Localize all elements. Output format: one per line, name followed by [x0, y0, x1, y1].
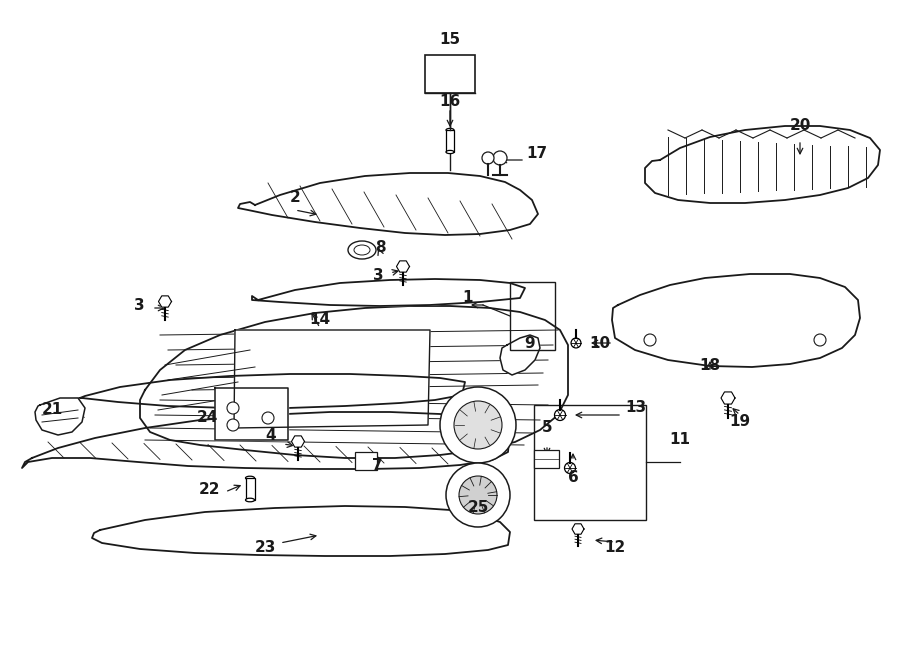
Polygon shape: [92, 506, 510, 556]
Bar: [510, 282, 555, 350]
Circle shape: [454, 401, 502, 449]
Text: 18: 18: [699, 358, 721, 373]
Text: 21: 21: [41, 403, 63, 418]
Text: 7: 7: [372, 457, 382, 473]
Circle shape: [446, 463, 510, 527]
Polygon shape: [55, 374, 465, 408]
Text: 23: 23: [255, 541, 275, 555]
Circle shape: [459, 476, 497, 514]
Text: 25: 25: [467, 500, 489, 516]
Text: 11: 11: [670, 432, 690, 447]
Text: 16: 16: [439, 95, 461, 110]
Polygon shape: [234, 330, 430, 428]
Circle shape: [644, 334, 656, 346]
Ellipse shape: [446, 151, 454, 153]
Polygon shape: [500, 335, 540, 375]
Bar: [446, 130, 454, 152]
Polygon shape: [238, 173, 538, 235]
Polygon shape: [35, 398, 85, 435]
Polygon shape: [140, 306, 568, 458]
Text: 4: 4: [266, 428, 276, 444]
Text: 3: 3: [134, 297, 144, 313]
Text: 5: 5: [542, 420, 553, 436]
Ellipse shape: [354, 245, 370, 255]
Bar: [534, 405, 646, 520]
Ellipse shape: [246, 498, 255, 502]
Text: 22: 22: [199, 483, 220, 498]
Ellipse shape: [446, 128, 454, 132]
Polygon shape: [721, 392, 735, 404]
Circle shape: [440, 387, 516, 463]
Circle shape: [227, 419, 239, 431]
Circle shape: [493, 151, 507, 165]
Circle shape: [482, 152, 494, 164]
Text: 15: 15: [439, 32, 461, 48]
Bar: [425, 55, 475, 93]
Polygon shape: [158, 296, 172, 307]
Text: 20: 20: [789, 118, 811, 132]
Polygon shape: [22, 412, 510, 469]
Text: 10: 10: [590, 336, 610, 350]
Polygon shape: [215, 388, 288, 440]
Text: 19: 19: [729, 414, 751, 430]
Circle shape: [571, 338, 581, 348]
Text: 13: 13: [626, 401, 646, 416]
Text: 2: 2: [290, 190, 301, 206]
Polygon shape: [252, 279, 525, 306]
Text: 12: 12: [605, 541, 626, 555]
Text: 17: 17: [526, 145, 547, 161]
Circle shape: [564, 463, 575, 473]
Text: 24: 24: [196, 410, 218, 426]
Text: 8: 8: [374, 241, 385, 256]
Polygon shape: [292, 436, 304, 447]
Polygon shape: [612, 274, 860, 367]
Polygon shape: [572, 524, 584, 534]
Text: 14: 14: [310, 313, 330, 327]
Text: 3: 3: [373, 268, 383, 282]
Text: 9: 9: [525, 336, 535, 350]
Circle shape: [814, 334, 826, 346]
Polygon shape: [645, 126, 880, 203]
Circle shape: [554, 410, 565, 420]
Bar: [534, 450, 559, 468]
Bar: [246, 478, 255, 500]
Bar: [355, 452, 377, 470]
Polygon shape: [397, 261, 410, 272]
Ellipse shape: [348, 241, 376, 259]
Text: 1: 1: [463, 290, 473, 305]
Circle shape: [227, 402, 239, 414]
Ellipse shape: [246, 476, 255, 480]
Text: 6: 6: [568, 469, 579, 485]
Circle shape: [262, 412, 274, 424]
